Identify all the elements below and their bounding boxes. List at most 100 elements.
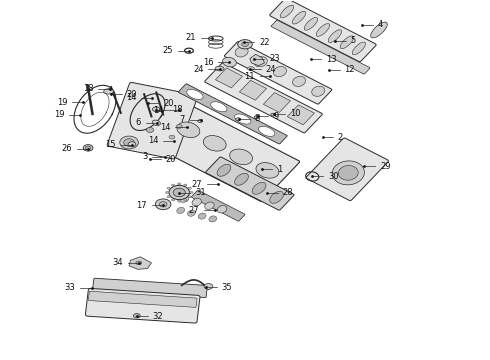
Ellipse shape: [328, 30, 342, 42]
Ellipse shape: [352, 42, 366, 55]
Ellipse shape: [252, 182, 266, 194]
FancyBboxPatch shape: [270, 0, 376, 62]
Ellipse shape: [172, 199, 175, 201]
Bar: [216, 68, 243, 88]
Ellipse shape: [280, 5, 294, 18]
Text: 11: 11: [244, 72, 255, 81]
Ellipse shape: [177, 207, 185, 213]
Ellipse shape: [176, 125, 182, 129]
Ellipse shape: [205, 202, 214, 210]
Ellipse shape: [235, 47, 248, 57]
Ellipse shape: [293, 11, 306, 24]
Ellipse shape: [242, 42, 248, 46]
Ellipse shape: [85, 146, 91, 150]
Ellipse shape: [123, 139, 134, 146]
FancyBboxPatch shape: [224, 41, 332, 104]
Text: 18: 18: [172, 105, 183, 114]
Text: 12: 12: [344, 66, 355, 75]
Bar: [240, 80, 267, 100]
Ellipse shape: [152, 107, 160, 112]
Ellipse shape: [293, 76, 306, 86]
Polygon shape: [250, 54, 265, 66]
Ellipse shape: [172, 184, 175, 186]
Text: 27: 27: [188, 206, 199, 215]
Text: 27: 27: [192, 180, 202, 189]
Text: 15: 15: [105, 140, 116, 149]
Bar: [287, 105, 315, 125]
Text: 16: 16: [203, 58, 213, 67]
Ellipse shape: [217, 164, 231, 176]
Text: 28: 28: [283, 188, 293, 197]
Text: 4: 4: [377, 20, 383, 29]
Text: 30: 30: [328, 172, 339, 181]
Ellipse shape: [167, 196, 171, 198]
Text: 35: 35: [221, 283, 232, 292]
Ellipse shape: [155, 199, 171, 210]
Ellipse shape: [204, 284, 213, 289]
Ellipse shape: [247, 67, 254, 70]
Ellipse shape: [211, 102, 227, 112]
FancyBboxPatch shape: [206, 157, 294, 210]
Ellipse shape: [184, 184, 187, 186]
Ellipse shape: [271, 113, 276, 116]
Ellipse shape: [254, 116, 259, 118]
Ellipse shape: [236, 118, 241, 121]
Ellipse shape: [273, 67, 287, 77]
Text: 33: 33: [65, 283, 75, 292]
FancyBboxPatch shape: [88, 291, 197, 307]
Text: 20: 20: [126, 90, 137, 99]
Ellipse shape: [152, 120, 160, 126]
Text: 23: 23: [270, 54, 280, 63]
Ellipse shape: [340, 36, 354, 49]
Ellipse shape: [177, 122, 200, 138]
Ellipse shape: [184, 199, 187, 201]
Text: 21: 21: [185, 33, 196, 42]
Ellipse shape: [256, 163, 279, 178]
Ellipse shape: [238, 40, 252, 49]
Ellipse shape: [167, 187, 171, 189]
Text: 18: 18: [83, 84, 94, 93]
Ellipse shape: [316, 24, 330, 36]
Text: 24: 24: [266, 65, 276, 74]
Ellipse shape: [371, 22, 387, 38]
Ellipse shape: [147, 127, 154, 132]
Ellipse shape: [304, 17, 318, 30]
FancyBboxPatch shape: [151, 105, 299, 201]
Ellipse shape: [209, 216, 217, 222]
Text: 19: 19: [57, 98, 67, 107]
Ellipse shape: [165, 192, 169, 194]
Text: 9: 9: [273, 112, 278, 121]
Text: 26: 26: [61, 144, 72, 153]
Text: 14: 14: [126, 93, 136, 102]
Ellipse shape: [83, 145, 93, 151]
Text: 8: 8: [255, 114, 260, 123]
Ellipse shape: [332, 161, 365, 185]
Ellipse shape: [254, 57, 267, 67]
FancyBboxPatch shape: [85, 288, 200, 323]
Text: 7: 7: [180, 116, 185, 125]
Ellipse shape: [104, 89, 114, 94]
Text: 14: 14: [148, 136, 158, 145]
Text: 20: 20: [163, 99, 173, 108]
Bar: [263, 93, 291, 112]
Ellipse shape: [159, 202, 167, 207]
Text: 19: 19: [54, 111, 64, 120]
FancyBboxPatch shape: [107, 82, 197, 159]
Ellipse shape: [203, 135, 226, 151]
Text: 2: 2: [338, 132, 343, 141]
Ellipse shape: [339, 166, 358, 180]
Text: 29: 29: [380, 162, 391, 171]
Ellipse shape: [198, 120, 202, 122]
Text: 3: 3: [142, 152, 147, 161]
Ellipse shape: [218, 206, 227, 213]
Ellipse shape: [136, 261, 142, 265]
Ellipse shape: [190, 192, 193, 194]
Ellipse shape: [187, 89, 203, 99]
Ellipse shape: [169, 185, 190, 200]
Ellipse shape: [188, 187, 192, 189]
Ellipse shape: [198, 213, 206, 219]
Text: 20: 20: [166, 155, 176, 164]
Ellipse shape: [128, 142, 136, 147]
Ellipse shape: [133, 314, 140, 318]
Text: 13: 13: [326, 55, 337, 64]
